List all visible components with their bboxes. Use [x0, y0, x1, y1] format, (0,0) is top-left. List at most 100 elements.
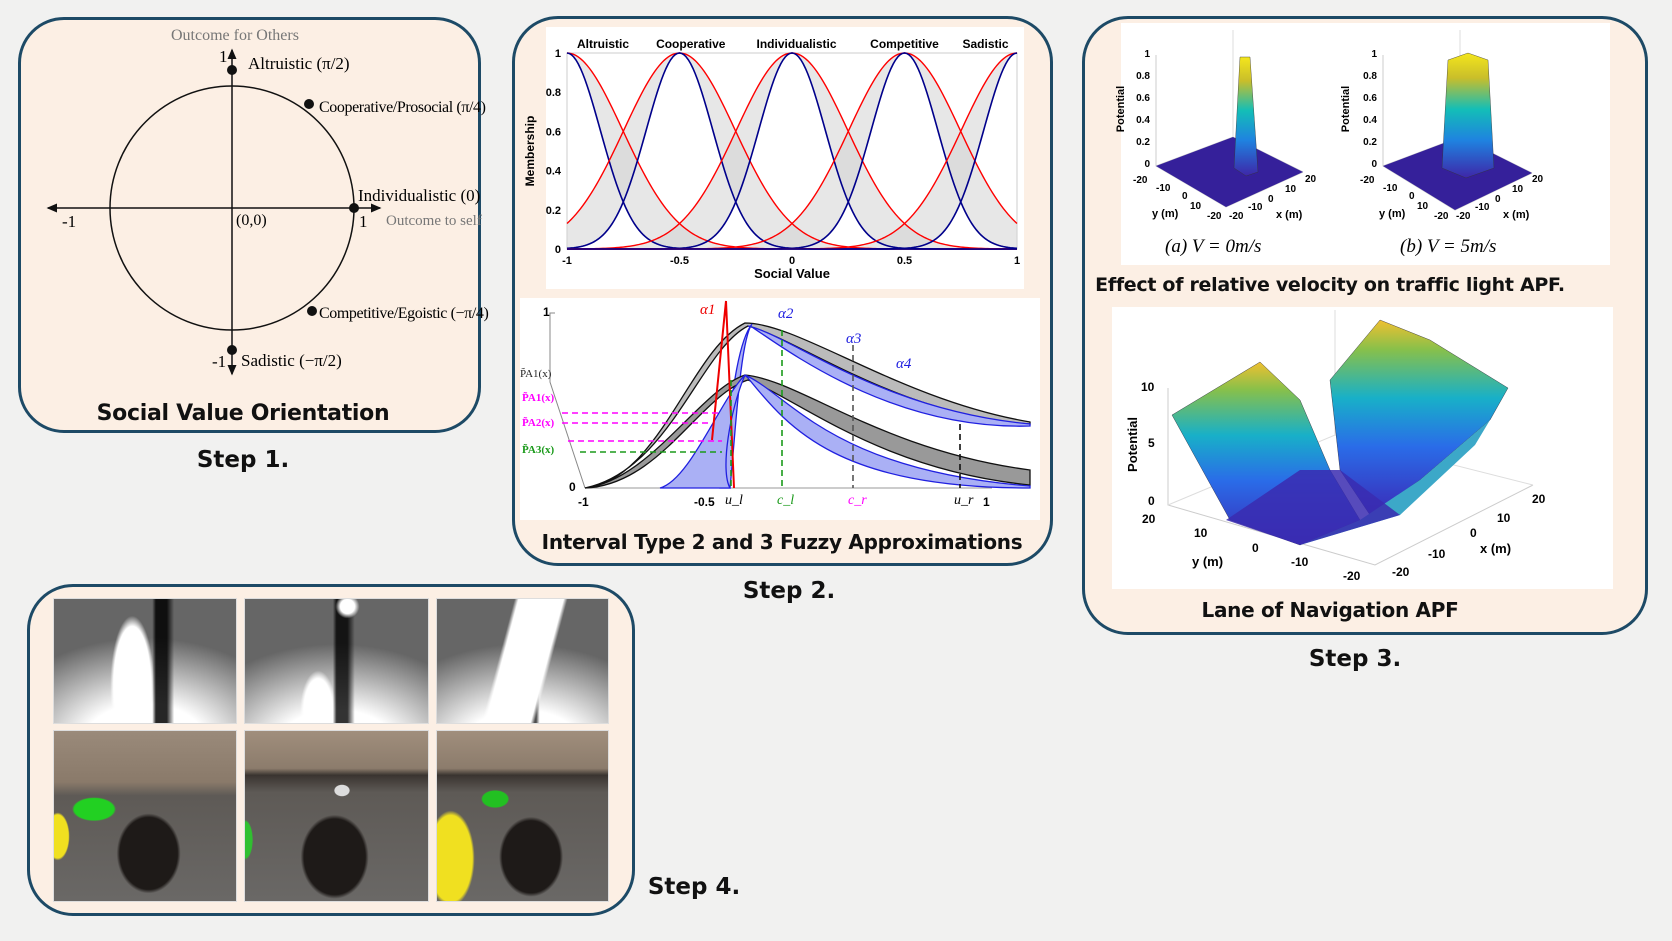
ytick-label: 0.2: [546, 205, 561, 217]
ztick: 0.4: [1363, 115, 1377, 126]
ztick: 0: [1371, 159, 1377, 170]
plot-b-xtick: 10: [1512, 184, 1524, 195]
approx-axes: [549, 312, 992, 489]
origin-label: (0,0): [236, 212, 267, 229]
label-sadistic: Sadistic (−π/2): [241, 351, 342, 370]
alpha-1: α1: [700, 302, 716, 318]
lane-xtick: -20: [1392, 565, 1410, 579]
lane-ztick: 5: [1148, 436, 1155, 450]
camera-frame-1: [53, 730, 237, 902]
approx-xtick-1: 1: [983, 495, 990, 509]
point-altruistic: [227, 65, 237, 75]
xtick-label: 1: [1014, 255, 1020, 267]
class-label-individualistic: Individualistic: [756, 37, 836, 51]
p-label-1: P̃A1(x): [522, 392, 555, 404]
point-competitive: [307, 306, 317, 316]
step2-title: Interval Type 2 and 3 Fuzzy Approximatio…: [541, 530, 1023, 554]
plot-a-ytick: -10: [1156, 183, 1171, 194]
plot-b-zticks: 1 0.8 0.6 0.4 0.2 0: [1351, 49, 1377, 171]
plot-a-xtick: 10: [1285, 184, 1297, 195]
y-axis-label: Membership: [523, 116, 537, 187]
plot-a-zticks: 1 0.8 0.6 0.4 0.2 0: [1124, 49, 1150, 171]
ztick: 0: [1144, 159, 1150, 170]
depth-map-2: [244, 598, 429, 724]
label-individualistic: Individualistic (0): [358, 186, 481, 205]
approx-ytick-1: 1: [543, 305, 550, 319]
camera-frame-3: [436, 730, 609, 902]
ztick: 1: [1144, 49, 1150, 60]
step2-label: Step 2.: [742, 578, 836, 604]
label-cooperative: Cooperative/Prosocial (π/4): [319, 99, 486, 116]
x-axis-label: Social Value: [754, 266, 830, 281]
lane-zlabel: Potential: [1124, 417, 1140, 472]
lane-apf-caption: Lane of Navigation APF: [1201, 598, 1459, 622]
lane-xlabel: x (m): [1480, 541, 1512, 556]
xtick-label: -0.5: [670, 255, 689, 267]
approx-xtick-m1: -1: [578, 495, 589, 509]
outer-band-blue: [747, 325, 1031, 427]
plot-b-surface: [1382, 30, 1533, 211]
plot-b-ytick: 10: [1417, 201, 1429, 212]
step1-label: Step 1.: [196, 447, 290, 473]
ytick-label: 0.4: [546, 166, 562, 178]
lane-xtick: 20: [1532, 492, 1546, 506]
plot-a-xtick: 0: [1268, 194, 1274, 205]
class-label-cooperative: Cooperative: [656, 37, 726, 51]
depth-map-1: [53, 598, 237, 724]
approx-chart: [549, 300, 1031, 489]
ytick-label: 0.8: [546, 87, 561, 99]
plot-a-xlabel: x (m): [1276, 209, 1303, 221]
approx-xtick-cl: c_l: [777, 493, 795, 508]
step3-label: Step 3.: [1308, 646, 1402, 672]
traffic-apf-caption: Effect of relative velocity on traffic l…: [1095, 274, 1565, 296]
plot-b-xtick: 0: [1495, 194, 1501, 205]
traffic-apf-bg: [1121, 23, 1610, 265]
plot-a-xtick: -20: [1229, 211, 1244, 222]
plot-b-ylabel: y (m): [1379, 208, 1406, 220]
lane-apf-surface: [1167, 310, 1534, 566]
plot-b-caption: (b) V = 5m/s: [1400, 236, 1497, 257]
plot-a-ytick: -20: [1207, 211, 1222, 222]
plot-b-xtick: 20: [1532, 174, 1544, 185]
approx-xtick-ur: u_r: [954, 493, 974, 508]
class-label-altruistic: Altruistic: [577, 37, 629, 51]
p-label-0: P̃A1(x): [520, 368, 552, 380]
approx-ytick-0: 0: [569, 480, 576, 494]
tick-x-left: -1: [62, 212, 77, 231]
alpha-4: α4: [896, 356, 912, 372]
lane-ytick: 20: [1142, 512, 1156, 526]
lane-xtick: 0: [1470, 526, 1477, 540]
alpha-3: α3: [846, 331, 862, 347]
ztick: 1: [1371, 49, 1377, 60]
approx-dashed-lines: [562, 330, 961, 488]
plot-b-ytick: -20: [1360, 175, 1375, 186]
lane-ytick: -10: [1291, 555, 1309, 569]
camera-frame-2: [244, 730, 429, 902]
plot-b-xlabel: x (m): [1503, 209, 1530, 221]
alpha-2: α2: [778, 306, 794, 322]
ztick: 0.6: [1136, 93, 1150, 104]
step1-panel: [18, 17, 481, 433]
lane-xtick: -10: [1428, 547, 1446, 561]
outer-band-black: [584, 322, 1031, 489]
plot-a-xtick: 20: [1305, 174, 1317, 185]
lane-ytick: 10: [1194, 526, 1208, 540]
plot-a-ytick: -20: [1133, 175, 1148, 186]
approx-xtick-ul: u_l: [725, 493, 743, 508]
lane-ylabel: y (m): [1192, 554, 1224, 569]
plot-a-ylabel: y (m): [1152, 208, 1179, 220]
lane-apf-plot: [1167, 310, 1534, 566]
label-competitive: Competitive/Egoistic (−π/4): [319, 305, 489, 322]
point-sadistic: [227, 345, 237, 355]
xtick-label: 0: [789, 255, 795, 267]
plot-a-ytick: 10: [1190, 201, 1202, 212]
plot-a-caption: (a) V = 0m/s: [1165, 236, 1262, 257]
ztick: 0.2: [1136, 137, 1150, 148]
label-altruistic: Altruistic (π/2): [248, 54, 350, 73]
plot-a-ytick: 0: [1182, 191, 1188, 202]
point-individualistic: [349, 203, 359, 213]
ytick-label: 1: [555, 48, 561, 60]
plot-b-ytick: 0: [1409, 191, 1415, 202]
approx-xtick-m05: -0.5: [694, 495, 715, 509]
lane-ztick: 0: [1148, 494, 1155, 508]
